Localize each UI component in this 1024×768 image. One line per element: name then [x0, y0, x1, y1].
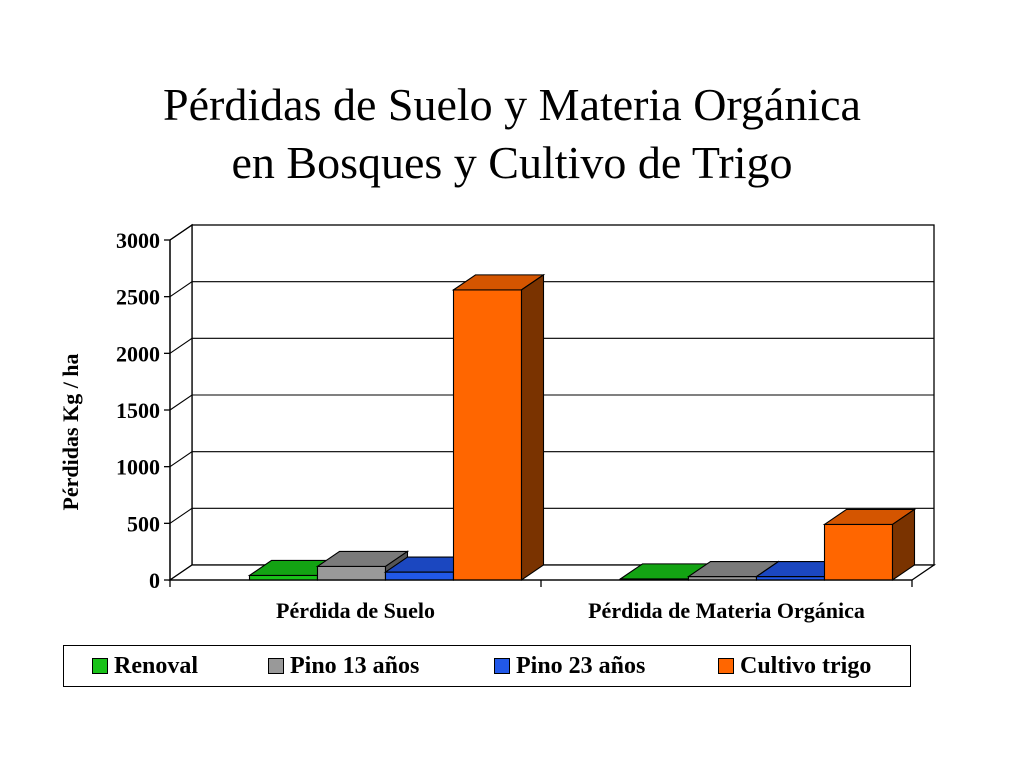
gridline [169, 394, 934, 411]
bar-side [520, 273, 545, 582]
legend-item: Pino 23 años [494, 646, 645, 686]
legend-label: Pino 13 años [290, 652, 420, 679]
plot-frame [167, 223, 937, 582]
legend-swatch [92, 658, 108, 674]
gridline [169, 451, 934, 468]
chart-title: Pérdidas de Suelo y Materia Orgánica en … [0, 76, 1024, 192]
bar-front [384, 571, 455, 581]
y-tick-label: 0 [149, 568, 160, 593]
y-axis-label: Pérdidas Kg / ha [58, 353, 83, 510]
legend: Renoval Pino 13 años Pino 23 años Cultivo t… [63, 645, 911, 687]
bar-front [823, 523, 894, 581]
legend-label: Cultivo trigo [740, 652, 872, 679]
x-tick-label: Pérdida de Suelo [276, 598, 435, 623]
gridline [169, 224, 934, 241]
bar-front [248, 574, 319, 581]
gridline [169, 507, 934, 524]
gridline [169, 337, 934, 354]
bars [247, 273, 917, 582]
legend-label: Pino 23 años [516, 652, 646, 679]
legend-item: Cultivo trigo [718, 646, 871, 686]
y-tick-label: 2500 [116, 285, 160, 310]
legend-item: Pino 13 años [268, 646, 419, 686]
axes: 0 500 1000 1500 2000 2500 3000 Pérdida de Suelo… [58, 228, 913, 623]
x-tick-label: Pérdida de Materia Orgánica [588, 598, 865, 623]
legend-item: Renoval [92, 646, 198, 686]
gridlines [169, 224, 934, 524]
y-tick-label: 1500 [116, 398, 160, 423]
chart-title-line-1: Pérdidas de Suelo y Materia Orgánica [163, 79, 861, 130]
legend-label: Renoval [114, 652, 198, 679]
y-tick-label: 3000 [116, 228, 160, 253]
chart-title-line-2: en Bosques y Cultivo de Trigo [231, 137, 793, 188]
y-tick-label: 2000 [116, 341, 160, 366]
y-tick-label: 1000 [116, 455, 160, 480]
bar-front [452, 289, 523, 581]
gridline [169, 281, 934, 298]
y-tick-label: 500 [127, 511, 160, 536]
legend-swatch [494, 658, 510, 674]
bar [451, 273, 546, 582]
bar-side [891, 508, 916, 582]
legend-swatch [718, 658, 734, 674]
legend-swatch [268, 658, 284, 674]
bar-front [316, 565, 387, 581]
bar [822, 508, 917, 582]
